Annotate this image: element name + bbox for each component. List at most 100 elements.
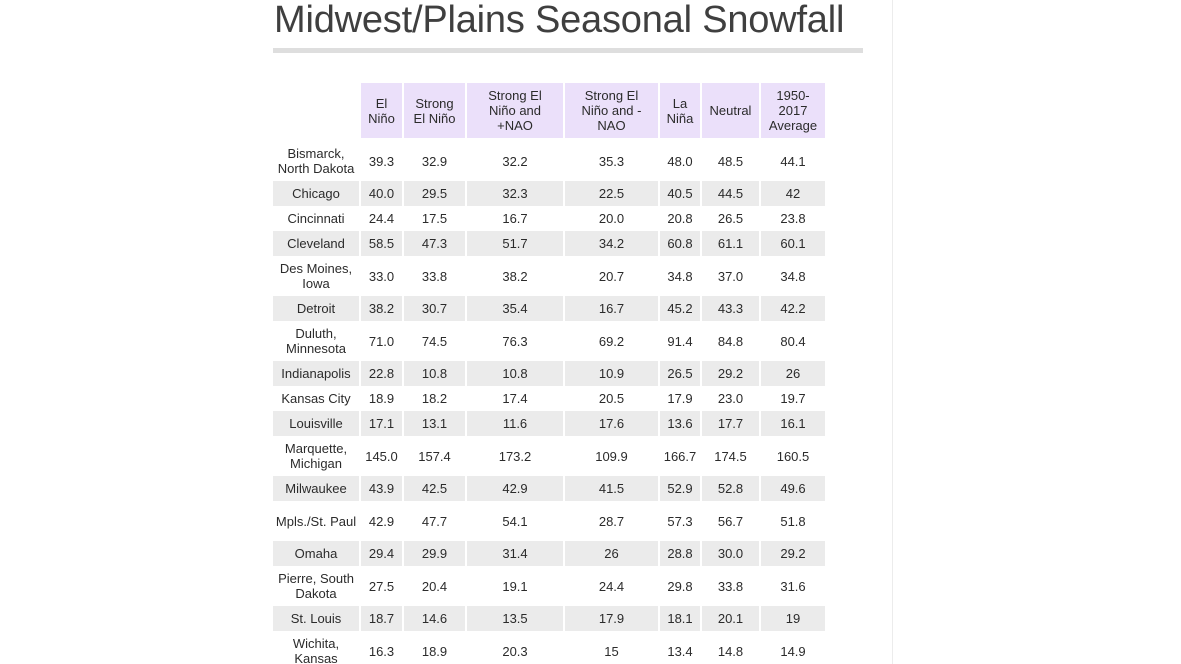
value-cell: 42.9 xyxy=(368,513,395,529)
value-cell: 33.8 xyxy=(421,268,448,284)
column-header: Strong El Niño xyxy=(404,83,465,138)
value-cell: 19.7 xyxy=(780,391,806,406)
column-header: El Niño xyxy=(361,83,402,138)
table-row: Pierre, South Dakota 27.5 20.4 19.1 24.4 29.8… xyxy=(273,566,825,606)
value-cell: 60.1 xyxy=(761,231,825,256)
value-cell: 22.5 xyxy=(565,181,658,206)
value-cell: 13.4 xyxy=(667,643,693,659)
value-cell: 91.4 xyxy=(667,333,693,349)
city-cell: Chicago xyxy=(273,181,359,206)
value-cell: 20.4 xyxy=(421,578,448,594)
value-cell: 26 xyxy=(565,541,658,566)
value-cell: 157.4 xyxy=(418,448,451,464)
title-underline xyxy=(273,48,863,53)
value-cell: 49.6 xyxy=(761,476,825,501)
city-cell: Detroit xyxy=(273,296,359,321)
value-cell: 13.1 xyxy=(404,411,465,436)
value-cell: 166.7 xyxy=(663,448,697,464)
value-cell: 173.2 xyxy=(498,448,532,464)
column-header-label: Strong El Niño xyxy=(413,95,456,126)
value-cell: 14.6 xyxy=(404,606,465,631)
value-cell: 18.9 xyxy=(421,643,448,659)
value-cell: 28.7 xyxy=(598,513,625,529)
value-cell: 13.5 xyxy=(467,606,563,631)
table-row: Des Moines, Iowa 33.0 33.8 38.2 20.7 34.8 37.0… xyxy=(273,256,825,296)
value-cell: 41.5 xyxy=(565,476,658,501)
value-cell: 16.1 xyxy=(761,411,825,436)
value-cell: 80.4 xyxy=(780,333,806,349)
city-cell: Marquette, Michigan xyxy=(284,441,348,471)
value-cell: 20.1 xyxy=(702,606,759,631)
snowfall-table: El Niño Strong El Niño Strong El Niño and … xyxy=(271,83,827,664)
value-cell: 29.9 xyxy=(404,541,465,566)
value-cell: 42.2 xyxy=(761,296,825,321)
value-cell: 20.7 xyxy=(598,268,625,284)
value-cell: 42 xyxy=(761,181,825,206)
table-row: Kansas City 18.9 18.2 17.4 20.5 17.9 23.0 19.7 xyxy=(273,386,825,411)
city-cell: Louisville xyxy=(273,411,359,436)
city-cell: Cincinnati xyxy=(287,211,345,226)
table-row: Marquette, Michigan 145.0 157.4 173.2 109.9 1… xyxy=(273,436,825,476)
value-cell: 17.1 xyxy=(361,411,402,436)
value-cell: 26.5 xyxy=(717,211,744,226)
table-row: Bismarck, North Dakota 39.3 32.9 32.2 35.3 48… xyxy=(273,141,825,181)
value-cell: 31.6 xyxy=(780,578,806,594)
value-cell: 160.5 xyxy=(776,448,810,464)
value-cell: 20.5 xyxy=(598,391,625,406)
value-cell: 23.8 xyxy=(780,211,806,226)
value-cell: 27.5 xyxy=(368,578,395,594)
value-cell: 11.6 xyxy=(467,411,563,436)
value-cell: 20.0 xyxy=(598,211,625,226)
value-cell: 33.0 xyxy=(368,268,395,284)
value-cell: 56.7 xyxy=(717,513,744,529)
value-cell: 16.3 xyxy=(368,643,395,659)
value-cell: 19 xyxy=(761,606,825,631)
value-cell: 24.4 xyxy=(598,578,625,594)
value-cell: 34.2 xyxy=(565,231,658,256)
value-cell: 30.0 xyxy=(702,541,759,566)
content-border xyxy=(892,0,893,664)
value-cell: 33.8 xyxy=(717,578,744,594)
table-row: St. Louis 18.7 14.6 13.5 17.9 18.1 20.1 19 xyxy=(273,606,825,631)
value-cell: 76.3 xyxy=(502,333,528,349)
value-cell: 18.9 xyxy=(368,391,395,406)
table-header-row: El Niño Strong El Niño Strong El Niño and … xyxy=(273,83,825,138)
table-row: Omaha 29.4 29.9 31.4 26 28.8 30.0 29.2 xyxy=(273,541,825,566)
city-cell: Indianapolis xyxy=(273,361,359,386)
table-row: Milwaukee 43.9 42.5 42.9 41.5 52.9 52.8 49.6 xyxy=(273,476,825,501)
column-header-label: 1950- 2017 Average xyxy=(768,88,818,133)
value-cell: 28.8 xyxy=(660,541,700,566)
value-cell: 174.5 xyxy=(714,448,747,464)
value-cell: 17.9 xyxy=(667,391,693,406)
table-row: Detroit 38.2 30.7 35.4 16.7 45.2 43.3 42.2 xyxy=(273,296,825,321)
value-cell: 29.2 xyxy=(761,541,825,566)
value-cell: 32.9 xyxy=(421,153,448,169)
value-cell: 22.8 xyxy=(361,361,402,386)
value-cell: 29.2 xyxy=(702,361,759,386)
value-cell: 37.0 xyxy=(717,268,744,284)
value-cell: 17.4 xyxy=(502,391,528,406)
value-cell: 16.7 xyxy=(565,296,658,321)
value-cell: 61.1 xyxy=(702,231,759,256)
value-cell: 42.5 xyxy=(404,476,465,501)
value-cell: 48.0 xyxy=(667,153,693,169)
value-cell: 44.5 xyxy=(702,181,759,206)
city-cell: Pierre, South Dakota xyxy=(278,571,354,601)
value-cell: 18.1 xyxy=(660,606,700,631)
value-cell: 38.2 xyxy=(361,296,402,321)
value-cell: 47.3 xyxy=(404,231,465,256)
city-cell: St. Louis xyxy=(273,606,359,631)
table-row: Duluth, Minnesota 71.0 74.5 76.3 69.2 91.4 84.… xyxy=(273,321,825,361)
column-header: Strong El Niño and +NAO xyxy=(467,83,563,138)
value-cell: 34.8 xyxy=(780,268,806,284)
value-cell: 109.9 xyxy=(595,448,628,464)
value-cell: 14.9 xyxy=(780,643,806,659)
city-cell: Kansas City xyxy=(281,391,351,406)
value-cell: 34.8 xyxy=(667,268,693,284)
column-header: Strong El Niño and - NAO xyxy=(565,83,658,138)
value-cell: 32.2 xyxy=(502,153,528,169)
value-cell: 17.7 xyxy=(702,411,759,436)
table-row: Mpls./St. Paul 42.9 47.7 54.1 28.7 57.3 56.7 51… xyxy=(273,501,825,541)
value-cell: 35.4 xyxy=(467,296,563,321)
table-row: Wichita, Kansas 16.3 18.9 20.3 15 13.4 14.8 14.… xyxy=(273,631,825,664)
